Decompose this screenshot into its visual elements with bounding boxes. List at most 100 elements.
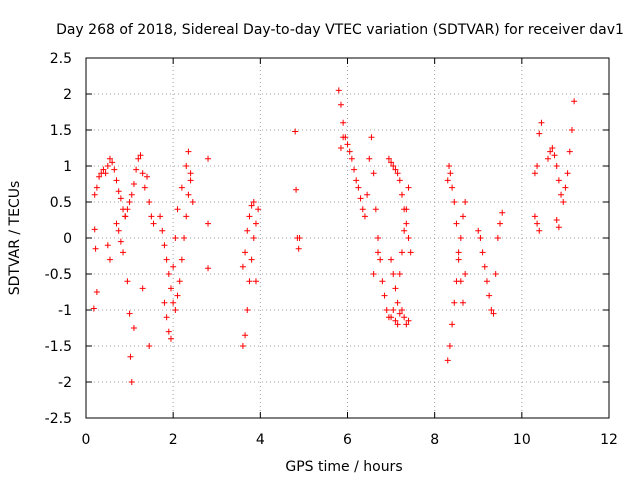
data-point — [558, 191, 565, 198]
data-point — [405, 235, 412, 241]
data-point — [571, 98, 578, 105]
data-point — [551, 152, 558, 159]
data-point — [189, 199, 196, 205]
data-point — [462, 199, 469, 205]
data-point — [139, 285, 146, 292]
chart-title: Day 268 of 2018, Sidereal Day-to-day VTE… — [56, 22, 624, 38]
data-point — [102, 170, 109, 177]
data-point — [296, 235, 303, 241]
data-point — [150, 220, 157, 227]
data-point — [185, 148, 192, 155]
data-point — [120, 249, 127, 256]
data-point — [146, 343, 153, 349]
data-point — [403, 220, 410, 227]
data-point — [244, 227, 251, 234]
x-tick-label: 2 — [169, 432, 178, 448]
data-point — [555, 177, 562, 184]
data-point — [126, 310, 133, 317]
y-tick-label: -2 — [58, 375, 72, 391]
data-point — [568, 127, 575, 133]
data-point — [385, 155, 392, 162]
y-tick-label: 0.5 — [50, 195, 72, 211]
data-point — [246, 278, 253, 285]
data-point — [252, 220, 259, 227]
data-point — [106, 256, 113, 263]
data-point — [401, 314, 408, 321]
data-point — [141, 184, 148, 191]
data-point — [340, 134, 347, 141]
data-point — [248, 202, 255, 209]
data-point — [205, 220, 212, 227]
data-point — [167, 285, 174, 292]
data-point — [293, 186, 300, 193]
data-point — [394, 299, 401, 306]
data-point — [396, 271, 403, 277]
data-point — [459, 213, 466, 220]
data-point — [447, 170, 454, 177]
data-point — [346, 148, 353, 155]
y-tick-label: 2 — [63, 87, 72, 103]
data-point — [111, 166, 118, 173]
data-point — [183, 163, 190, 169]
series-arc-7 — [444, 163, 469, 364]
data-point — [553, 217, 560, 223]
data-point — [536, 227, 543, 234]
data-point — [133, 166, 140, 173]
data-point — [250, 199, 257, 205]
data-point — [364, 191, 371, 198]
data-point — [159, 227, 166, 234]
y-tick-label: -1 — [58, 303, 72, 319]
data-point — [392, 317, 399, 324]
data-point — [446, 343, 453, 349]
y-axis-label: SDTVAR / TECUs — [7, 181, 23, 296]
data-point — [122, 213, 129, 220]
data-point — [187, 170, 194, 177]
data-point — [407, 249, 414, 256]
series-arc-5 — [335, 87, 412, 328]
data-point — [340, 119, 347, 126]
data-point — [488, 307, 495, 313]
data-point — [93, 289, 100, 295]
data-point — [544, 155, 551, 162]
data-point — [255, 206, 262, 213]
data-point — [398, 249, 405, 256]
data-point — [242, 249, 249, 256]
data-point — [388, 314, 395, 321]
data-point — [144, 173, 151, 180]
y-tick-label: -1.5 — [45, 339, 72, 355]
data-point — [248, 256, 255, 263]
series-arc-1 — [90, 155, 129, 312]
data-point — [372, 206, 379, 213]
plot-frame — [85, 57, 610, 419]
data-point — [547, 148, 554, 155]
data-point — [457, 278, 464, 285]
data-point — [148, 213, 155, 220]
grid-lines — [86, 58, 609, 418]
data-point — [178, 184, 185, 191]
data-point — [246, 213, 253, 220]
data-point — [451, 199, 458, 205]
data-point — [490, 310, 497, 317]
data-point — [91, 226, 98, 233]
data-point — [564, 170, 571, 177]
data-point — [124, 278, 131, 285]
data-point — [104, 242, 111, 249]
data-point — [381, 292, 388, 299]
data-point — [146, 199, 153, 205]
data-point — [161, 242, 168, 249]
data-point — [176, 278, 183, 285]
data-point — [355, 184, 362, 191]
data-point — [115, 188, 122, 195]
data-point — [398, 191, 405, 198]
y-tick-label: 1.5 — [50, 123, 72, 139]
x-tick-label: 8 — [430, 432, 439, 448]
data-point — [113, 220, 120, 227]
data-point — [163, 256, 170, 263]
data-point — [170, 299, 177, 306]
data-point — [239, 263, 246, 270]
data-point — [163, 314, 170, 321]
data-point — [394, 170, 401, 177]
data-point — [244, 307, 251, 313]
data-point — [130, 325, 137, 331]
data-point — [117, 238, 124, 245]
